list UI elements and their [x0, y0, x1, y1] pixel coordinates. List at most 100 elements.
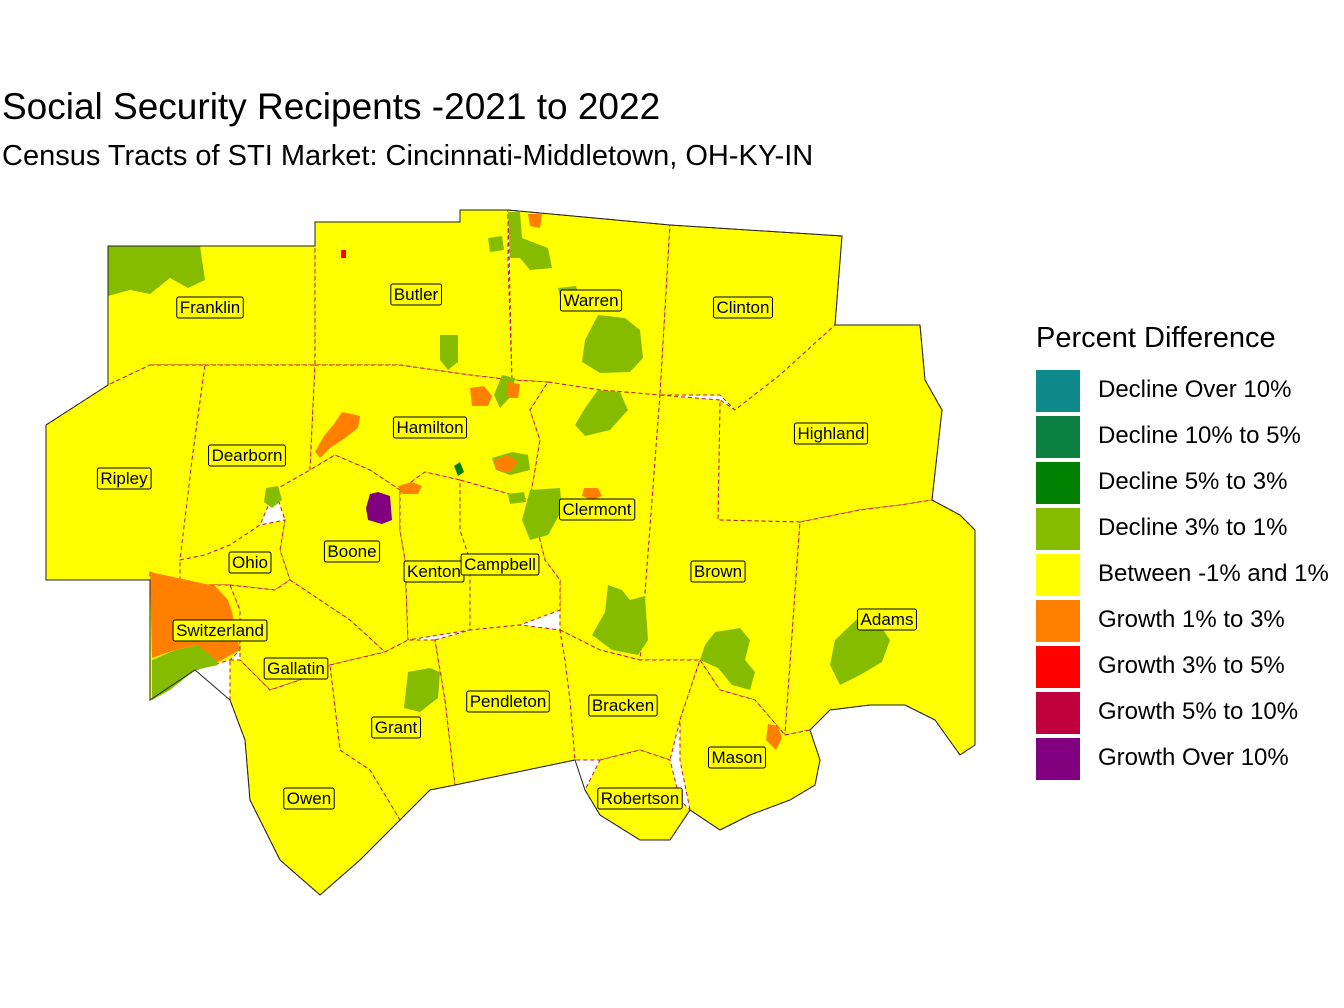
county-label: Mason [707, 746, 767, 769]
region-map: Franklin Butler Warren Clinton Highland Hamil… [45, 209, 976, 896]
legend-swatch [1036, 554, 1080, 596]
legend-label: Growth 1% to 3% [1098, 606, 1285, 633]
county-label-text: Boone [327, 542, 376, 561]
county-label-box [96, 467, 152, 490]
market-outline [45, 209, 976, 896]
county-label: Gallatin [263, 657, 329, 680]
county-label-box [466, 690, 550, 713]
county-label-box [228, 551, 272, 574]
county-label: Highland [793, 422, 869, 445]
tract-mason-growth [766, 724, 782, 750]
county-mason-area [679, 658, 821, 831]
county-label-box [176, 296, 244, 319]
tract-switzerland-decline [152, 645, 218, 700]
tract-hamilton-growth-3 [508, 382, 520, 398]
county-label-text: Gallatin [267, 659, 325, 678]
legend-label: Growth 3% to 5% [1098, 652, 1285, 679]
county-label-text: Adams [861, 610, 914, 629]
county-label: Clermont [559, 498, 636, 521]
county-label-box [390, 283, 443, 306]
county-label-text: Switzerland [176, 621, 264, 640]
county-label-text: Grant [375, 718, 418, 737]
county-label-box [323, 540, 381, 563]
legend-label: Growth Over 10% [1098, 744, 1289, 771]
tract-franklin-decline [108, 246, 205, 296]
county-label-text: Clinton [717, 298, 770, 317]
legend-label: Decline 5% to 3% [1098, 468, 1288, 495]
legend-swatch [1036, 692, 1080, 734]
county-label: Boone [323, 540, 381, 563]
county-label: Campbell [460, 553, 540, 576]
tract-clermont-growth [582, 488, 602, 500]
county-label-text: Hamilton [396, 418, 463, 437]
county-label-text: Brown [694, 562, 742, 581]
legend-label: Between -1% and 1% [1098, 560, 1329, 587]
county-label: Owen [283, 787, 335, 810]
county-label-text: Highland [797, 424, 864, 443]
county-label: Kenton [403, 560, 465, 583]
legend-swatch [1036, 416, 1080, 458]
county-clermont-area [529, 381, 661, 661]
tract-hamilton-decline-4 [508, 492, 526, 504]
tract-hamilton-growth-5 [398, 482, 422, 494]
county-label-text: Bracken [592, 696, 654, 715]
county-label-box [172, 619, 268, 642]
county-label-box [559, 289, 623, 312]
legend-swatch [1036, 646, 1080, 688]
county-label: Butler [390, 283, 443, 306]
county-label-box [460, 553, 540, 576]
tract-grant-decline [404, 668, 440, 712]
county-label-text: Campbell [464, 555, 536, 574]
county-label: Ohio [228, 551, 272, 574]
legend-label: Decline Over 10% [1098, 376, 1292, 403]
tract-hamilton-growth-4 [494, 455, 518, 472]
map-subtitle: Census Tracts of STI Market: Cincinnati-… [2, 140, 814, 172]
tract-dearborn-decline [264, 486, 282, 508]
county-label-box [707, 746, 767, 769]
tract-hamilton-growth-2 [470, 386, 492, 406]
county-label: Hamilton [392, 416, 468, 439]
county-label: Clinton [713, 296, 773, 319]
tract-warren-north2-decline [488, 236, 504, 252]
county-label: Robertson [597, 787, 683, 810]
county-kenton-area [399, 471, 471, 641]
county-label: Grant [371, 716, 422, 739]
legend-swatch [1036, 370, 1080, 412]
tract-hamilton-decline-2 [440, 335, 458, 370]
legend-swatch [1036, 508, 1080, 550]
county-label: Adams [857, 608, 917, 631]
county-label: Brown [690, 560, 746, 583]
county-label: Switzerland [172, 619, 268, 642]
tract-butler-growth-3-5 [341, 250, 346, 258]
tract-hamilton-decline-5-3 [454, 462, 464, 476]
county-label-box [283, 787, 335, 810]
tract-clermont-north-decline [575, 390, 628, 436]
county-label-text: Robertson [601, 789, 679, 808]
county-label-box [392, 416, 468, 439]
legend-label: Decline 10% to 5% [1098, 422, 1301, 449]
legend-swatch [1036, 600, 1080, 642]
county-label-box [690, 560, 746, 583]
county-label: Ripley [96, 467, 152, 490]
county-label: Pendleton [466, 690, 550, 713]
legend-title: Percent Difference [1036, 322, 1276, 354]
tract-clermont-west-decline [522, 488, 562, 540]
county-label-box [588, 694, 658, 717]
map-title: Social Security Recipents -2021 to 2022 [2, 86, 661, 127]
tract-boone-growth-over-10 [366, 492, 392, 524]
county-label: Dearborn [208, 444, 286, 467]
county-label-text: Dearborn [212, 446, 283, 465]
legend-swatch [1036, 462, 1080, 504]
county-label-text: Pendleton [470, 692, 547, 711]
county-label-text: Franklin [180, 298, 240, 317]
tract-brown-decline [700, 628, 755, 690]
county-label: Bracken [588, 694, 658, 717]
tract-warren-mid-decline [582, 315, 643, 373]
county-label-box [371, 716, 422, 739]
legend-label: Growth 5% to 10% [1098, 698, 1299, 725]
legend-swatch [1036, 738, 1080, 780]
county-label-box [713, 296, 773, 319]
tract-clermont-south-decline [592, 585, 648, 655]
county-label-box [597, 787, 683, 810]
county-label: Warren [559, 289, 623, 312]
